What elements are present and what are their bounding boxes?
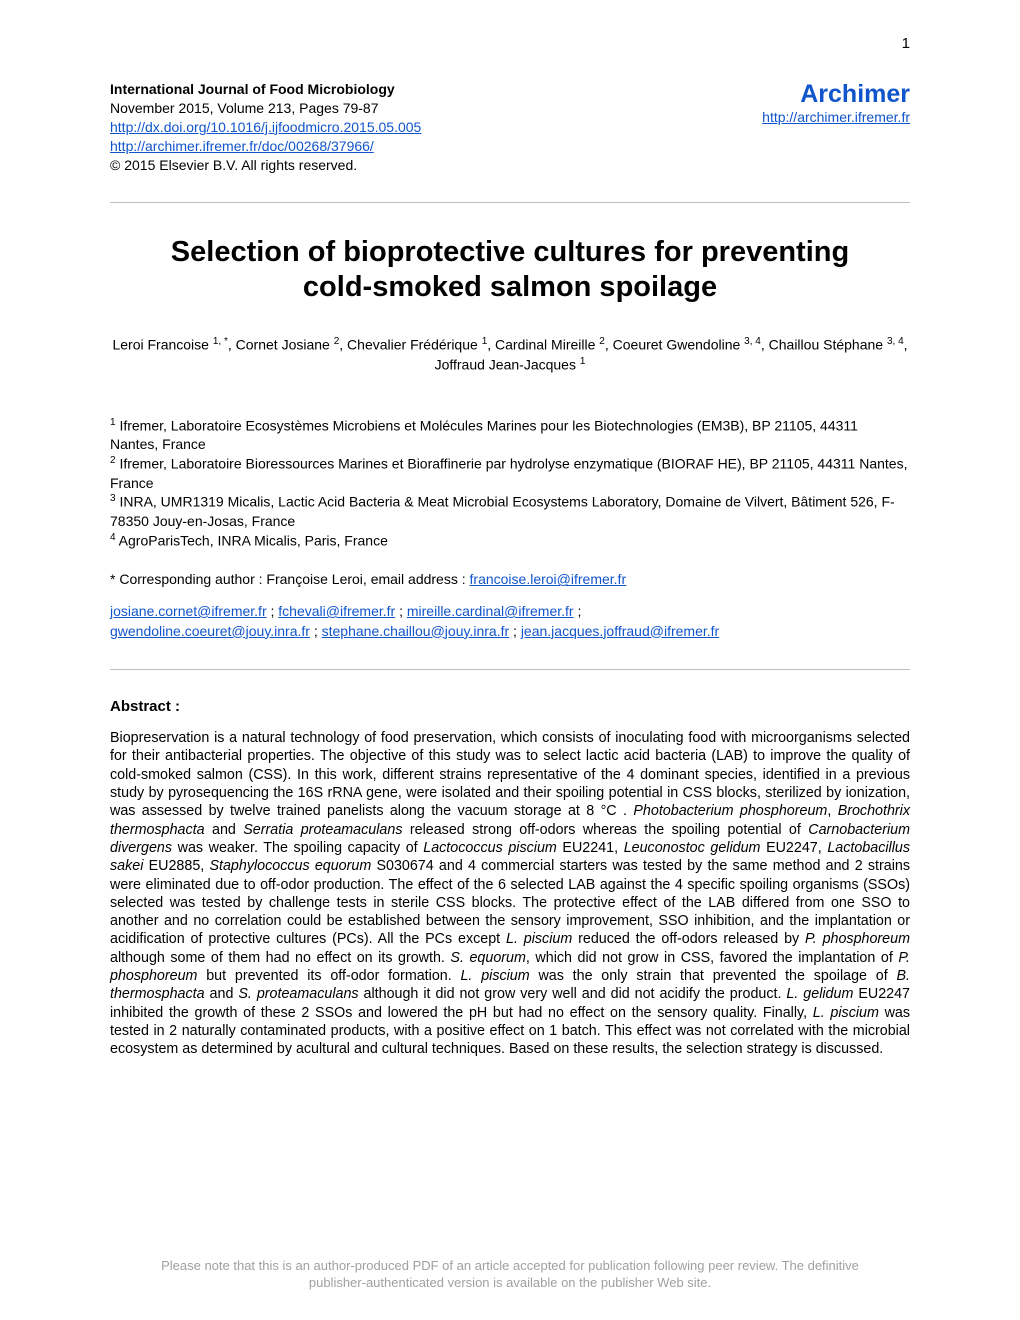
email-link-4[interactable]: gwendoline.coeuret@jouy.inra.fr bbox=[110, 623, 310, 639]
footer-line-1: Please note that this is an author-produ… bbox=[161, 1258, 859, 1273]
footer-note: Please note that this is an author-produ… bbox=[90, 1258, 930, 1292]
title-line-1: Selection of bioprotective cultures for … bbox=[171, 236, 849, 268]
divider-mid bbox=[110, 669, 910, 670]
doi-link[interactable]: http://dx.doi.org/10.1016/j.ijfoodmicro.… bbox=[110, 119, 421, 135]
footer-line-2: publisher-authenticated version is avail… bbox=[309, 1275, 711, 1290]
email-link-3[interactable]: mireille.cardinal@ifremer.fr bbox=[407, 603, 574, 619]
issue-line: November 2015, Volume 213, Pages 79-87 bbox=[110, 99, 421, 118]
divider-top bbox=[110, 202, 910, 203]
authors: Leroi Francoise 1, *, Cornet Josiane 2, … bbox=[110, 335, 910, 376]
journal-title: International Journal of Food Microbiolo… bbox=[110, 80, 421, 99]
corresponding-email-link[interactable]: francoise.leroi@ifremer.fr bbox=[470, 571, 627, 587]
corresponding-author: * Corresponding author : Françoise Leroi… bbox=[110, 570, 910, 590]
header-block: International Journal of Food Microbiolo… bbox=[110, 80, 910, 174]
archimer-home-link[interactable]: http://archimer.ifremer.fr bbox=[762, 109, 910, 125]
abstract-heading: Abstract : bbox=[110, 698, 910, 715]
header-left: International Journal of Food Microbiolo… bbox=[110, 80, 421, 174]
copyright-line: © 2015 Elsevier B.V. All rights reserved… bbox=[110, 156, 421, 175]
email-link-1[interactable]: josiane.cornet@ifremer.fr bbox=[110, 603, 267, 619]
affiliation-2: 2 Ifremer, Laboratoire Bioressources Mar… bbox=[110, 454, 910, 492]
author-emails: josiane.cornet@ifremer.fr ; fchevali@ifr… bbox=[110, 602, 910, 641]
email-link-6[interactable]: jean.jacques.joffraud@ifremer.fr bbox=[521, 623, 719, 639]
page-number: 1 bbox=[902, 35, 910, 52]
archimer-doc-link[interactable]: http://archimer.ifremer.fr/doc/00268/379… bbox=[110, 138, 374, 154]
title-line-2: cold-smoked salmon spoilage bbox=[303, 271, 717, 303]
archimer-title: Archimer bbox=[762, 80, 910, 109]
affiliation-1: 1 Ifremer, Laboratoire Ecosystèmes Micro… bbox=[110, 416, 910, 454]
paper-title: Selection of bioprotective cultures for … bbox=[110, 235, 910, 305]
affiliations: 1 Ifremer, Laboratoire Ecosystèmes Micro… bbox=[110, 416, 910, 551]
email-link-2[interactable]: fchevali@ifremer.fr bbox=[278, 603, 395, 619]
email-link-5[interactable]: stephane.chaillou@jouy.inra.fr bbox=[322, 623, 510, 639]
affiliation-4: 4 AgroParisTech, INRA Micalis, Paris, Fr… bbox=[110, 531, 910, 551]
corresponding-prefix: * Corresponding author : Françoise Leroi… bbox=[110, 571, 470, 587]
affiliation-3: 3 INRA, UMR1319 Micalis, Lactic Acid Bac… bbox=[110, 492, 910, 530]
header-right: Archimer http://archimer.ifremer.fr bbox=[762, 80, 910, 125]
abstract-body: Biopreservation is a natural technology … bbox=[110, 729, 910, 1058]
